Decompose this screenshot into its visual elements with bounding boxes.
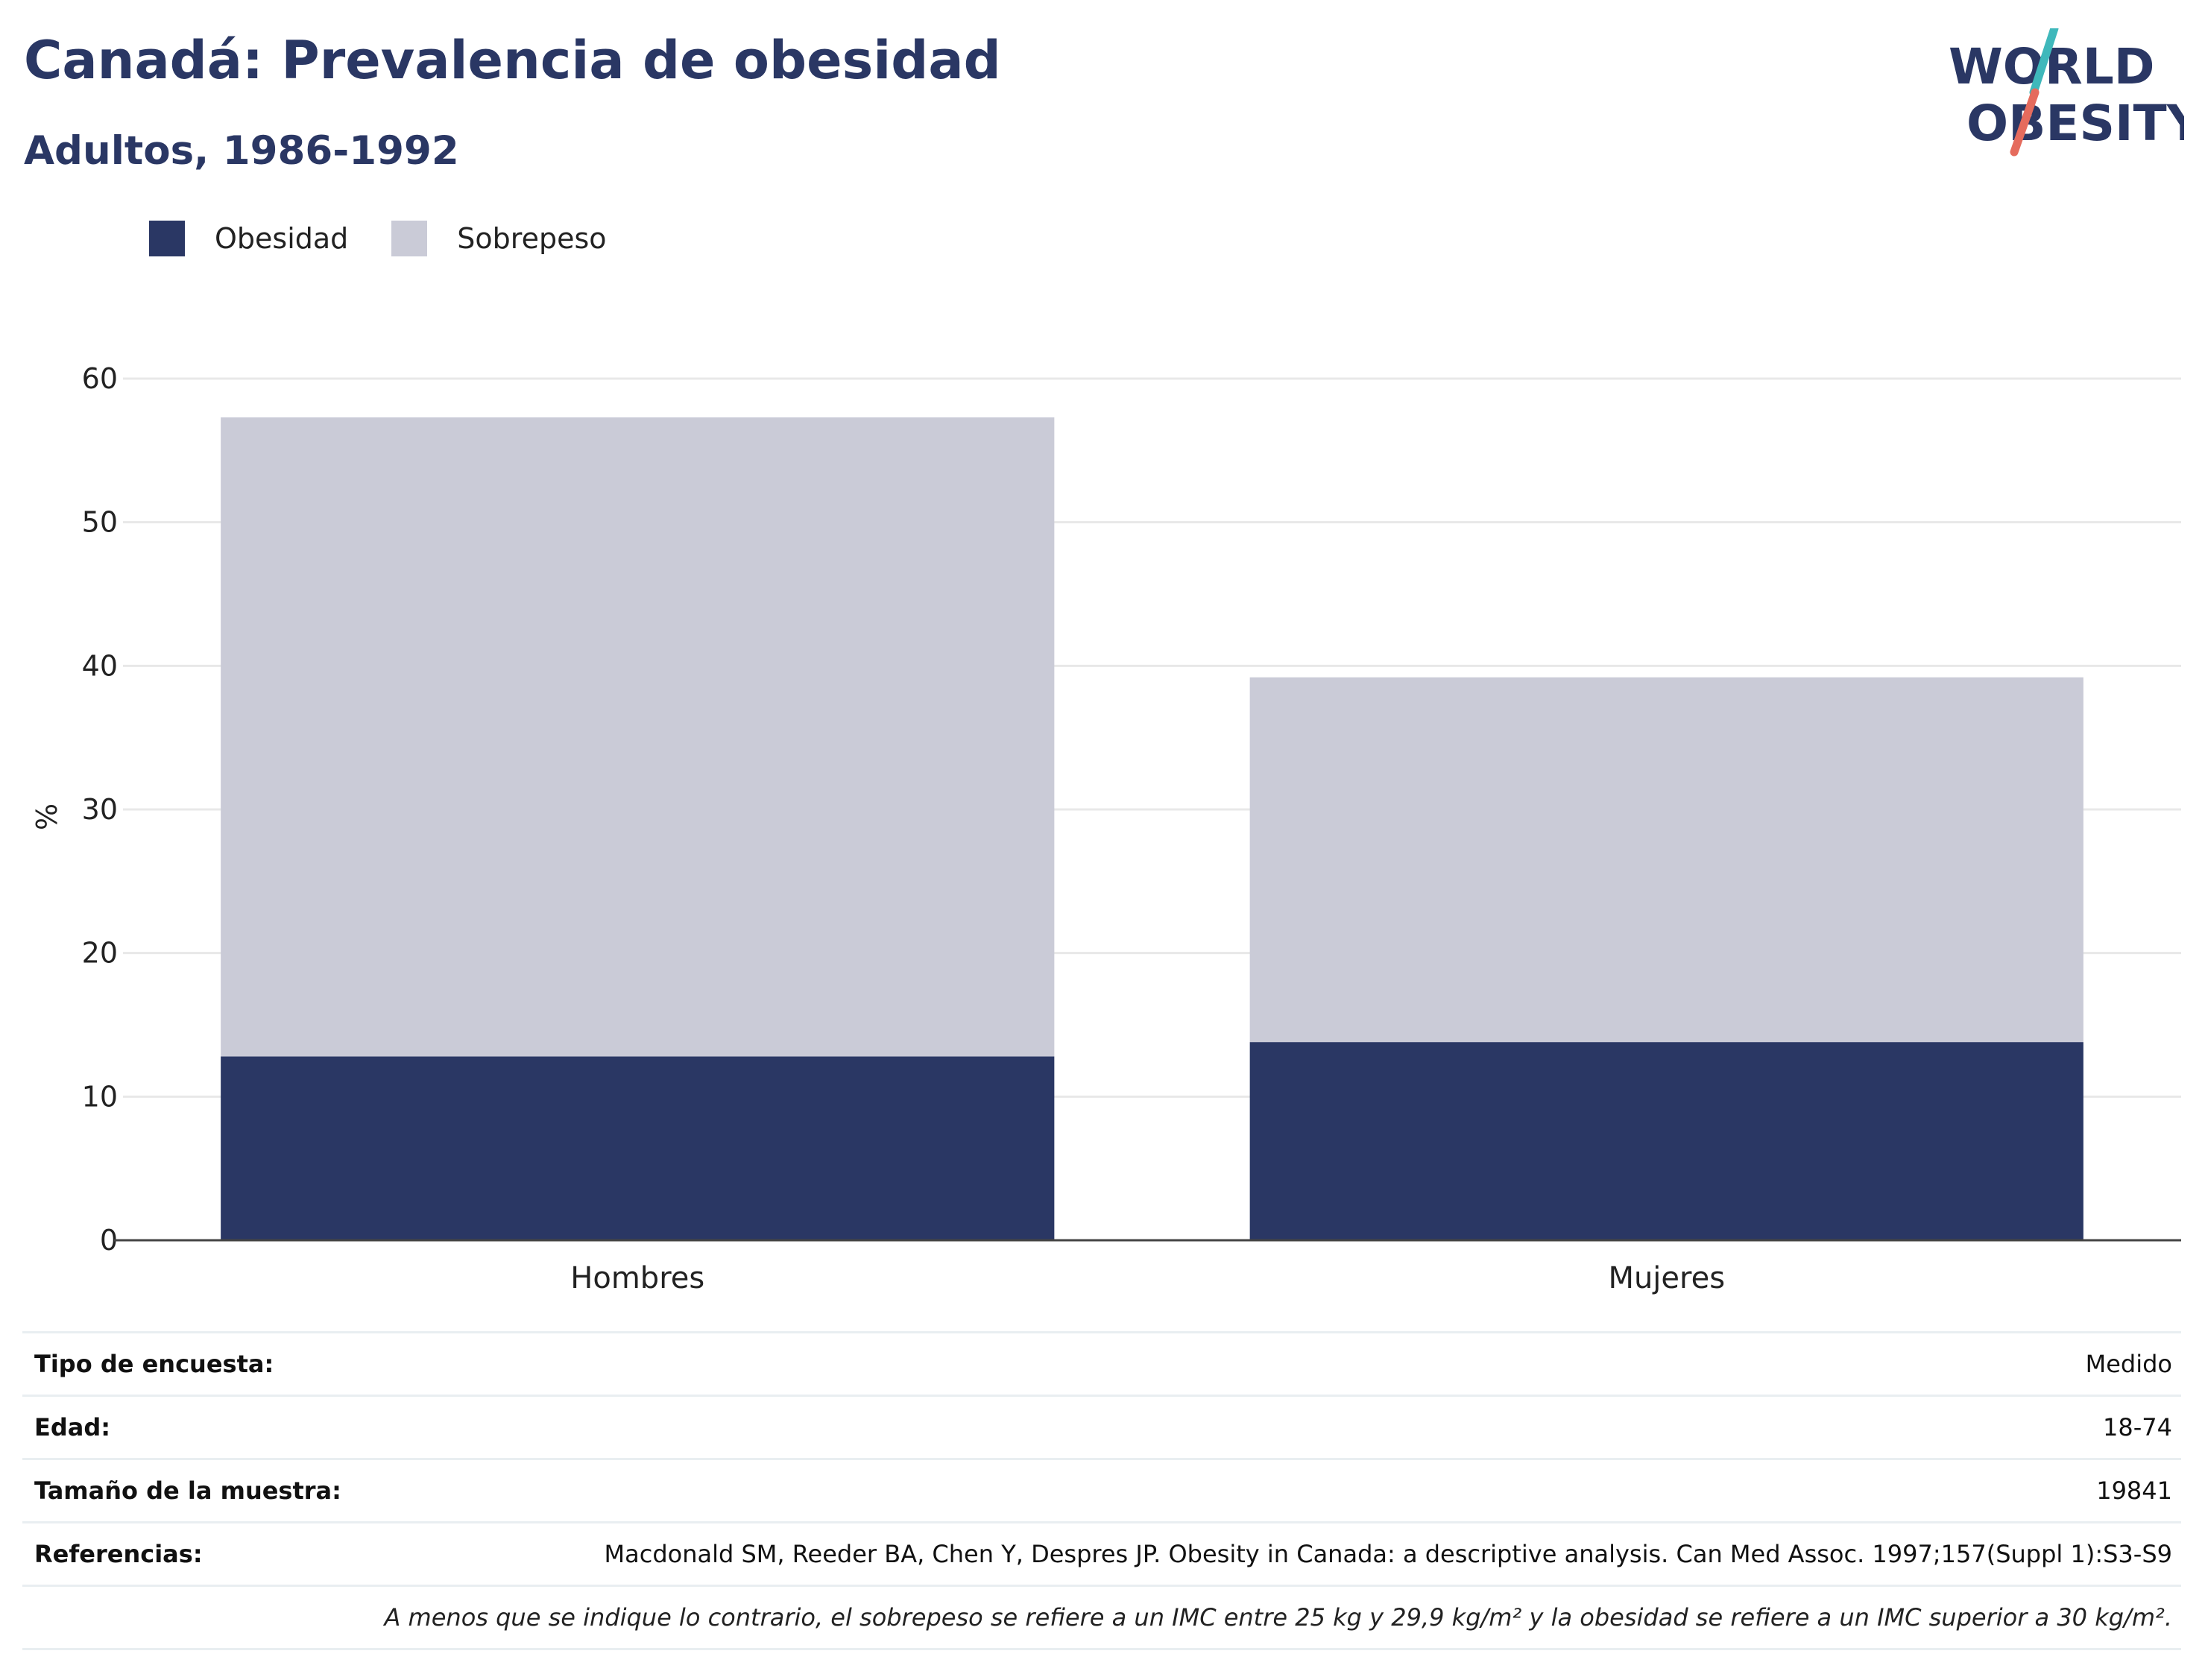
meta-row-sample-size: Tamaño de la muestra: 19841 (22, 1458, 2181, 1521)
definition-note: A menos que se indique lo contrario, el … (22, 1585, 2181, 1650)
legend-label-obesidad: Obesidad (215, 222, 349, 255)
y-tick-label: 50 (82, 506, 118, 539)
meta-key: Tamaño de la muestra: (34, 1477, 341, 1505)
chart-legend: Obesidad Sobrepeso (149, 221, 650, 256)
meta-value: Medido (2085, 1350, 2172, 1378)
meta-key: Referencias: (34, 1540, 203, 1568)
meta-row-age: Edad: 18-74 (22, 1395, 2181, 1458)
chart-title: Canadá: Prevalencia de obesidad (24, 30, 1001, 91)
meta-value-reference[interactable]: Macdonald SM, Reeder BA, Chen Y, Despres… (604, 1540, 2173, 1568)
legend-label-sobrepeso: Sobrepeso (457, 222, 607, 255)
world-obesity-logo: WORLD OBESITY (1949, 28, 2184, 157)
legend-item-sobrepeso[interactable]: Sobrepeso (391, 221, 607, 256)
legend-swatch-obesidad (149, 221, 185, 256)
meta-key: Tipo de encuesta: (34, 1350, 274, 1378)
meta-value: 18-74 (2103, 1413, 2172, 1441)
bar-obesidad-hombres (221, 1056, 1055, 1240)
logo-slash-coral (2010, 88, 2040, 157)
y-tick-label: 30 (82, 793, 118, 826)
meta-key: Edad: (34, 1413, 111, 1441)
y-tick-label: 10 (82, 1080, 118, 1113)
bar-obesidad-mujeres (1249, 1042, 2083, 1240)
x-tick-label: Mujeres (1608, 1261, 1725, 1295)
bar-sobrepeso-hombres (221, 417, 1055, 1057)
y-axis-label: % (31, 803, 63, 830)
y-tick-label: 40 (82, 649, 118, 682)
chart-subtitle: Adultos, 1986-1992 (24, 128, 459, 174)
x-tick-label: Hombres (570, 1261, 704, 1295)
meta-value: 19841 (2096, 1477, 2172, 1505)
legend-item-obesidad[interactable]: Obesidad (149, 221, 348, 256)
survey-info-table: Tipo de encuesta: Medido Edad: 18-74 Tam… (22, 1331, 2181, 1650)
definition-note-text: A menos que se indique lo contrario, el … (384, 1603, 2172, 1632)
legend-swatch-sobrepeso (391, 221, 428, 256)
y-tick-label: 20 (82, 937, 118, 970)
logo-word-obesity: OBESITY (1966, 95, 2184, 152)
meta-row-survey-type: Tipo de encuesta: Medido (22, 1331, 2181, 1395)
logo-slash-teal (2029, 28, 2059, 97)
bar-sobrepeso-mujeres (1249, 677, 2083, 1043)
meta-row-references: Referencias: Macdonald SM, Reeder BA, Ch… (22, 1521, 2181, 1585)
y-tick-label: 60 (82, 362, 118, 395)
